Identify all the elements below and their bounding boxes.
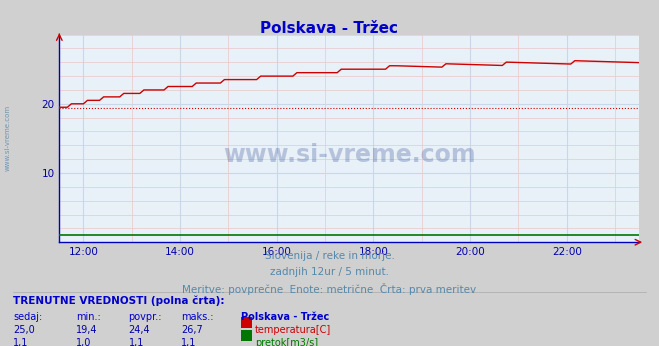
Text: 1,0: 1,0	[76, 338, 91, 346]
Text: TRENUTNE VREDNOSTI (polna črta):: TRENUTNE VREDNOSTI (polna črta):	[13, 296, 225, 306]
Text: povpr.:: povpr.:	[129, 312, 162, 322]
Text: min.:: min.:	[76, 312, 101, 322]
Text: maks.:: maks.:	[181, 312, 214, 322]
Text: 1,1: 1,1	[129, 338, 144, 346]
Text: zadnjih 12ur / 5 minut.: zadnjih 12ur / 5 minut.	[270, 267, 389, 277]
Text: 24,4: 24,4	[129, 325, 150, 335]
Text: Polskava - Tržec: Polskava - Tržec	[260, 21, 399, 36]
Text: 1,1: 1,1	[13, 338, 28, 346]
Text: www.si-vreme.com: www.si-vreme.com	[5, 105, 11, 172]
Text: 19,4: 19,4	[76, 325, 98, 335]
Text: Meritve: povprečne  Enote: metrične  Črta: prva meritev: Meritve: povprečne Enote: metrične Črta:…	[183, 283, 476, 295]
Text: pretok[m3/s]: pretok[m3/s]	[255, 338, 318, 346]
Text: www.si-vreme.com: www.si-vreme.com	[223, 143, 476, 167]
Text: 26,7: 26,7	[181, 325, 203, 335]
Text: 1,1: 1,1	[181, 338, 196, 346]
Text: temperatura[C]: temperatura[C]	[255, 325, 331, 335]
Text: Polskava - Tržec: Polskava - Tržec	[241, 312, 329, 322]
Text: Slovenija / reke in morje.: Slovenija / reke in morje.	[264, 251, 395, 261]
Text: sedaj:: sedaj:	[13, 312, 42, 322]
Text: 25,0: 25,0	[13, 325, 35, 335]
